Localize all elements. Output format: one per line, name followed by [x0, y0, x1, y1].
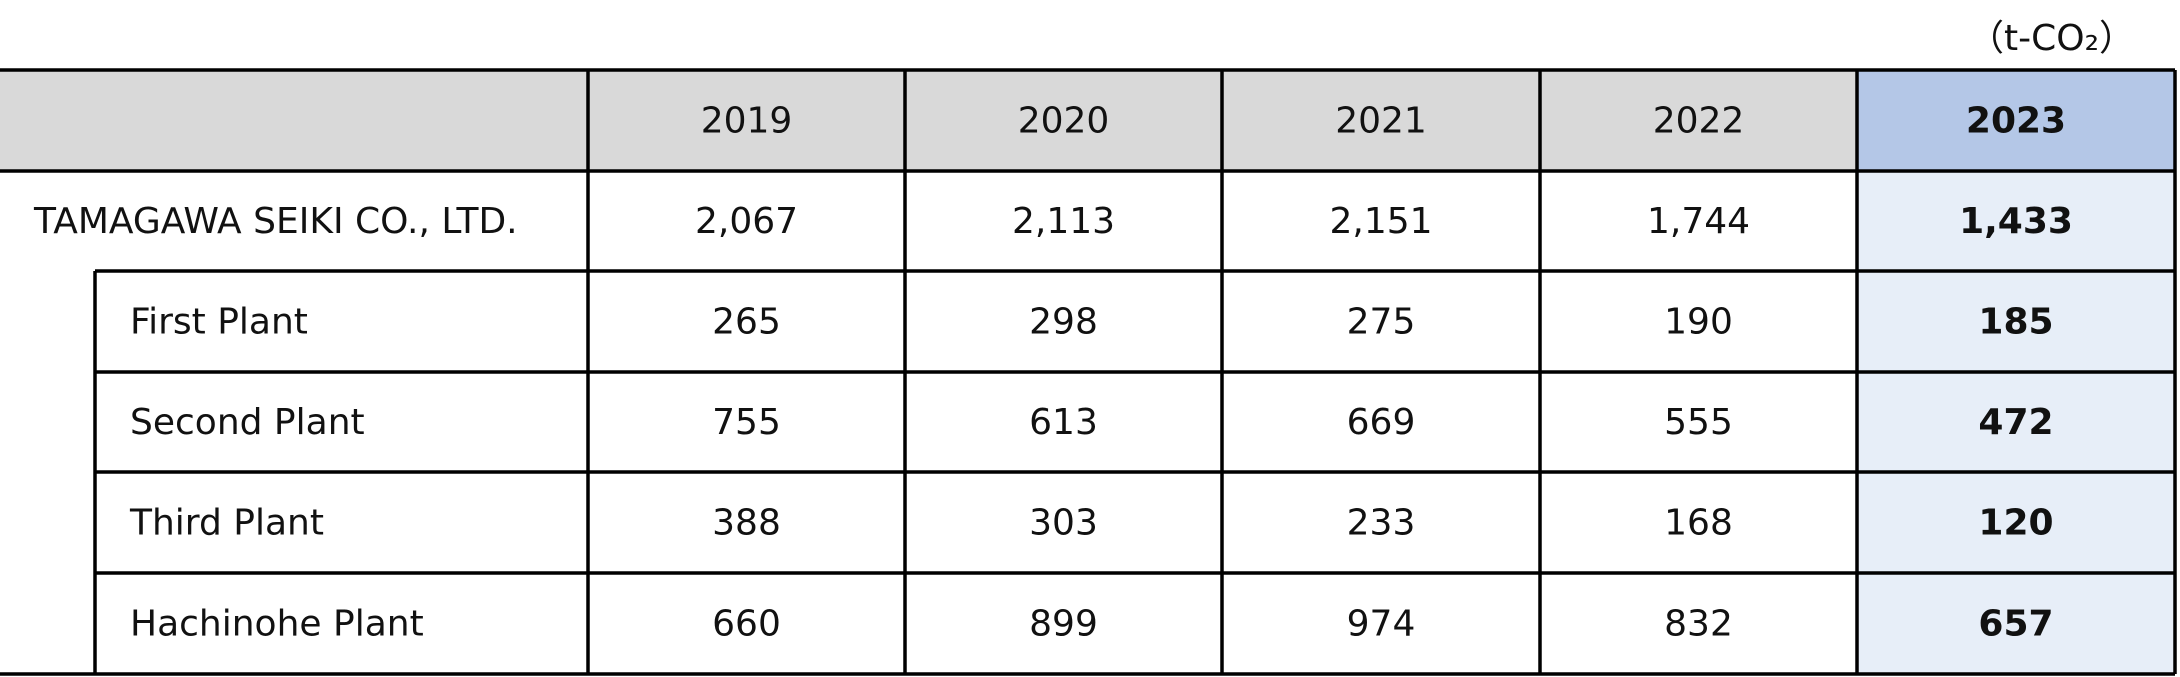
- cell-value: 388: [712, 503, 781, 544]
- cell-value: 669: [1347, 402, 1416, 443]
- highlight-header-bg: [1857, 70, 2175, 171]
- plant-label: First Plant: [130, 302, 308, 343]
- year-header: 2020: [1018, 101, 1110, 142]
- cell-value: 832: [1664, 604, 1733, 645]
- cell-value: 555: [1664, 402, 1733, 443]
- cell-value: 2,151: [1329, 201, 1432, 242]
- year-header: 2022: [1653, 101, 1745, 142]
- cell-value: 755: [712, 402, 781, 443]
- year-header: 2023: [1966, 101, 2066, 142]
- unit-label: （t-CO₂）: [1968, 18, 2135, 59]
- plant-label: Third Plant: [129, 503, 324, 544]
- cell-value: 974: [1347, 604, 1416, 645]
- cell-value: 168: [1664, 503, 1733, 544]
- cell-value: 1,433: [1959, 201, 2073, 242]
- cell-value: 120: [1978, 503, 2053, 544]
- cell-value: 657: [1978, 604, 2053, 645]
- company-label: TAMAGAWA SEIKI CO., LTD.: [33, 201, 518, 242]
- cell-value: 265: [712, 302, 781, 343]
- cell-value: 2,113: [1012, 201, 1115, 242]
- highlight-column-bg: [1857, 171, 2175, 674]
- cell-value: 660: [712, 604, 781, 645]
- cell-value: 899: [1029, 604, 1098, 645]
- cell-value: 275: [1347, 302, 1416, 343]
- cell-value: 303: [1029, 503, 1098, 544]
- header-bg: [0, 70, 1857, 171]
- cell-value: 1,744: [1647, 201, 1750, 242]
- year-header: 2019: [701, 101, 793, 142]
- year-header: 2021: [1335, 101, 1427, 142]
- plant-label: Second Plant: [130, 402, 365, 443]
- cell-value: 2,067: [695, 201, 798, 242]
- cell-value: 190: [1664, 302, 1733, 343]
- cell-value: 472: [1978, 402, 2053, 443]
- cell-value: 298: [1029, 302, 1098, 343]
- plant-label: Hachinohe Plant: [130, 604, 424, 645]
- cell-value: 185: [1978, 302, 2053, 343]
- cell-value: 233: [1347, 503, 1416, 544]
- cell-value: 613: [1029, 402, 1098, 443]
